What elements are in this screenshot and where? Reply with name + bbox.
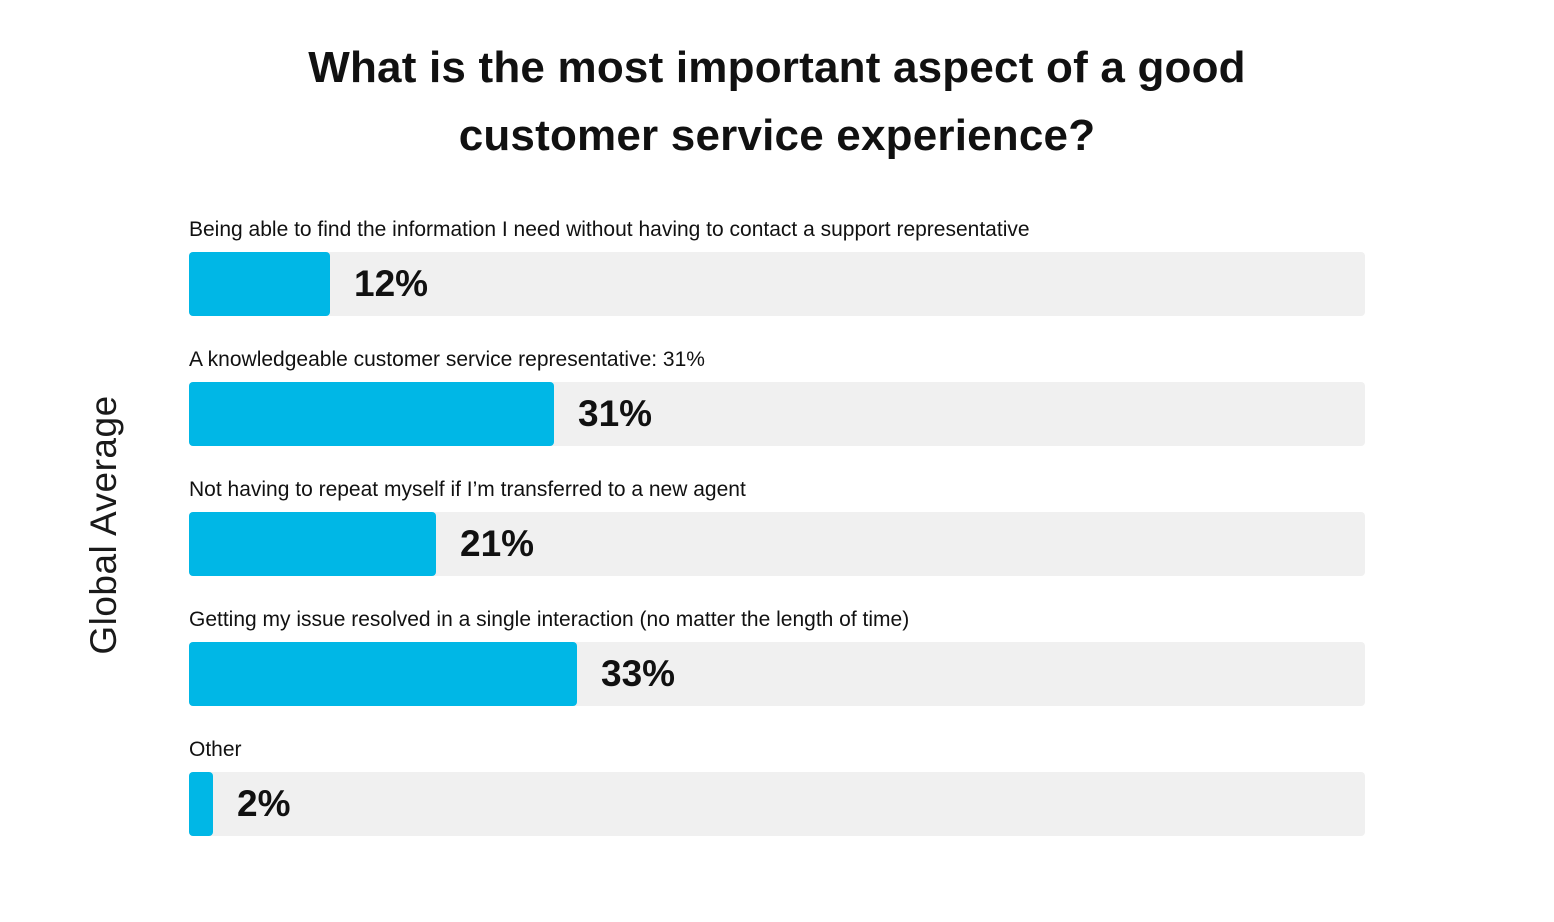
bar-value-label: 2% — [237, 783, 291, 824]
bar-value-label: 12% — [354, 263, 429, 304]
bar-value-label: 33% — [601, 653, 676, 694]
bar-fill — [189, 512, 436, 576]
side-label-global-average: Global Average — [83, 395, 124, 655]
bar-track — [189, 772, 1365, 836]
bar-track — [189, 252, 1365, 316]
bar-value-label: 21% — [460, 523, 535, 564]
bar-fill — [189, 772, 213, 836]
chart-title-line-2: customer service experience? — [458, 111, 1096, 160]
bar-fill — [189, 382, 554, 446]
bar-category-label: A knowledgeable customer service represe… — [189, 348, 705, 371]
chart-title-line-1: What is the most important aspect of a g… — [308, 43, 1246, 92]
bar-value-label: 31% — [578, 393, 653, 434]
chart-title: What is the most important aspect of a g… — [0, 34, 1554, 170]
bar-category-label: Other — [189, 738, 242, 761]
bar-fill — [189, 642, 577, 706]
bar-category-label: Getting my issue resolved in a single in… — [189, 608, 910, 631]
bar-category-label: Not having to repeat myself if I’m trans… — [189, 478, 746, 501]
bar-category-label: Being able to find the information I nee… — [189, 218, 1030, 241]
bar-fill — [189, 252, 330, 316]
